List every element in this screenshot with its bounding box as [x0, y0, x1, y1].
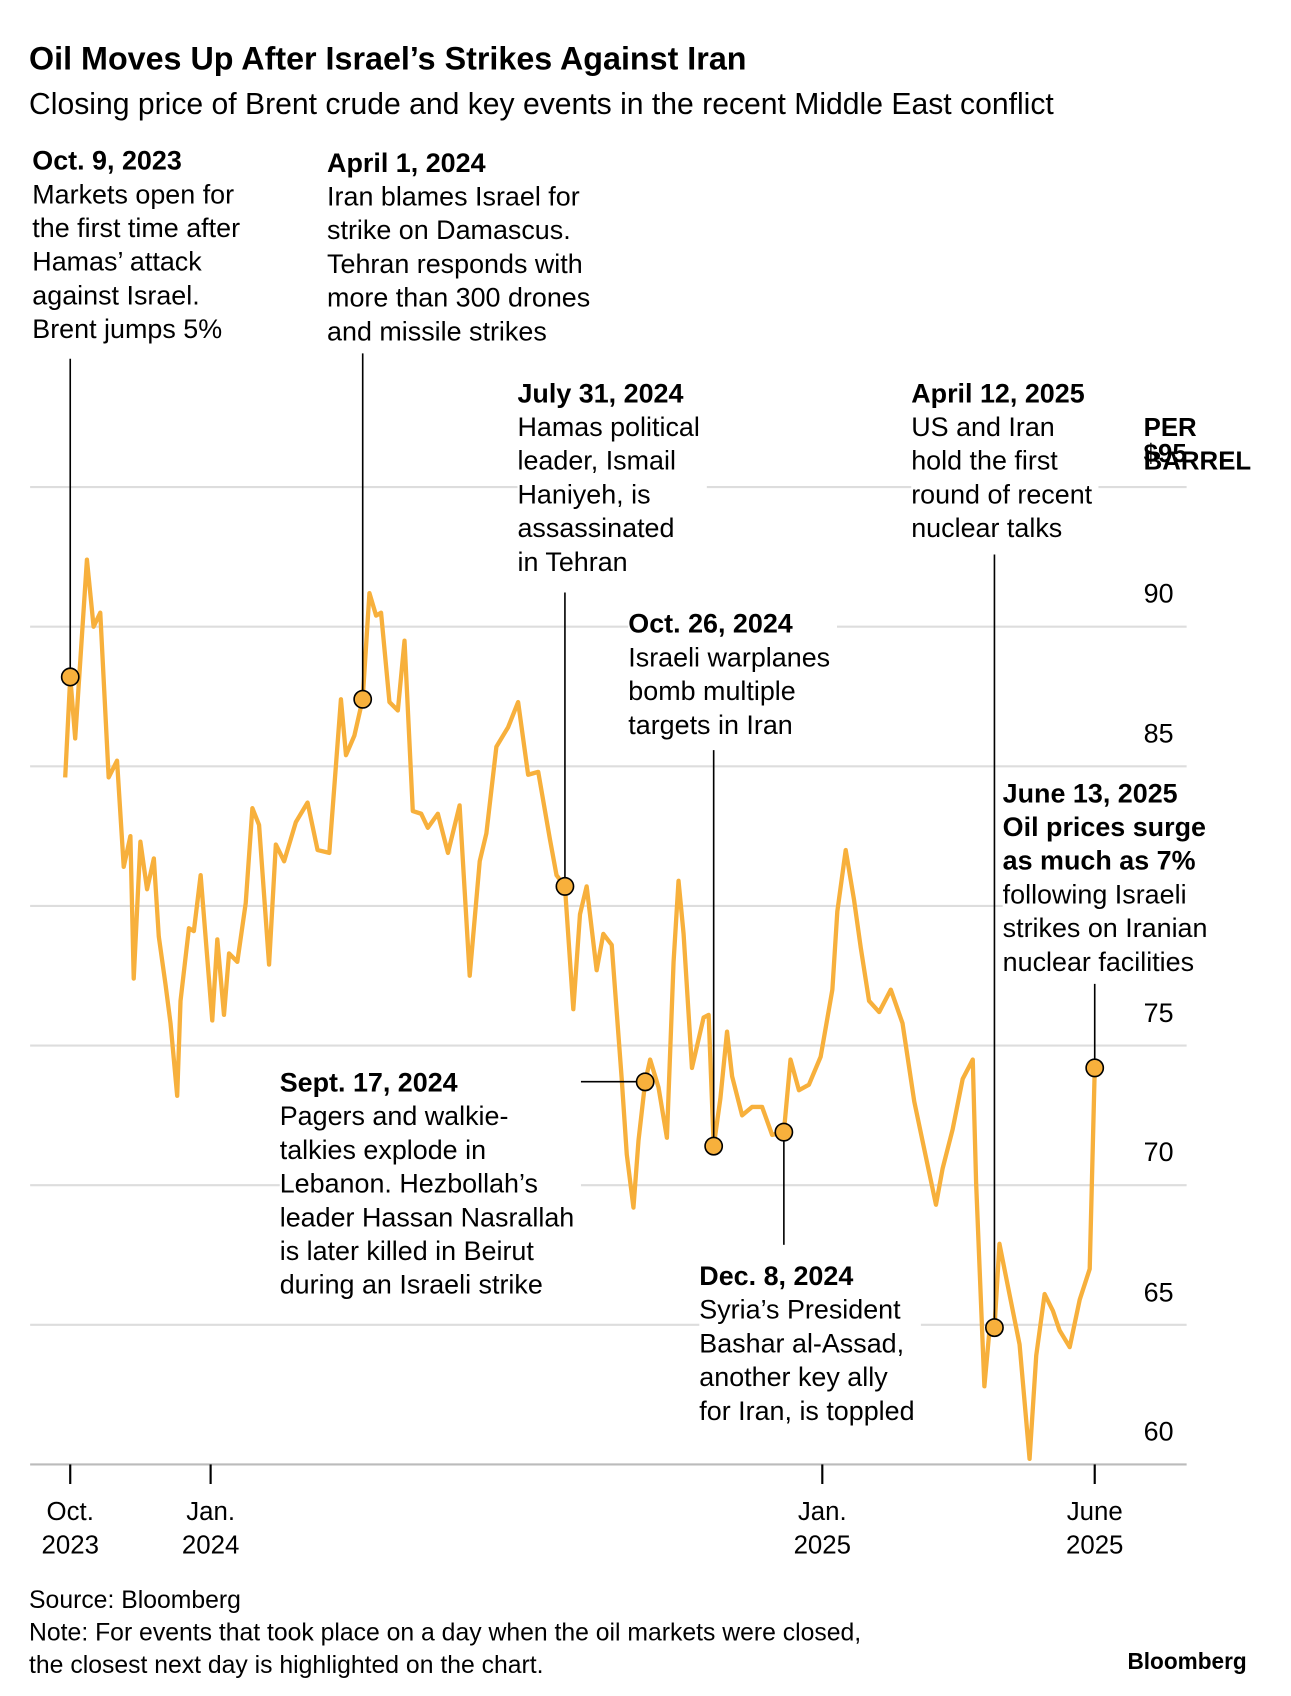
annotation-headline: Oil prices surge as much as 7%: [1002, 812, 1206, 877]
annotation-date: April 1, 2024: [327, 147, 486, 179]
note: Note: For events that took place on a da…: [29, 1617, 862, 1679]
event-dot: [353, 689, 373, 709]
x-tick-label: Jan. 2025: [793, 1497, 852, 1561]
event-dot: [985, 1318, 1004, 1338]
annotation-text: following Israeli strikes on Iranian nuc…: [1002, 879, 1208, 978]
y-unit: PER BARREL: [1143, 413, 1252, 477]
annotation-date: Dec. 8, 2024: [699, 1261, 854, 1292]
y-tick-label: 60: [1143, 1416, 1174, 1448]
event-dot: [1085, 1058, 1105, 1078]
annotation-text: US and Iran hold the first round of rece…: [911, 412, 1093, 544]
y-tick-label: 90: [1143, 578, 1174, 610]
chart-subtitle: Closing price of Brent crude and key eve…: [29, 86, 1054, 121]
x-tick-label: June 2025: [1065, 1497, 1124, 1561]
annotation-date: April 12, 2025: [911, 378, 1085, 409]
y-tick-label: $95: [1143, 439, 1187, 469]
annotation: Oct. 9, 2023 Markets open for the first t…: [32, 144, 247, 347]
chart-title: Oil Moves Up After Israel’s Strikes Agai…: [29, 41, 747, 78]
annotation-date: Oct. 9, 2023: [32, 145, 182, 177]
x-tick-label: Jan. 2024: [181, 1497, 240, 1561]
y-tick-label: 65: [1143, 1276, 1174, 1308]
event-dot: [704, 1136, 724, 1156]
event-dot: [60, 667, 80, 687]
source: Source: Bloomberg: [29, 1585, 241, 1614]
annotation-date: Sept. 17, 2024: [279, 1067, 458, 1099]
annotation: Sept. 17, 2024 Pagers and walkie- talkies…: [279, 1066, 581, 1303]
event-dot: [774, 1122, 794, 1142]
annotation-text: Syria’s President Bashar al-Assad, anoth…: [699, 1294, 915, 1427]
annotation-text: Israeli warplanes bomb multiple targets …: [628, 642, 831, 741]
annotation-date: June 13, 2025: [1002, 778, 1178, 809]
annotation-text: Hamas political leader, Ismail Haniyeh, …: [517, 412, 700, 578]
event-dot: [555, 876, 575, 896]
annotation: June 13, 2025 Oil prices surge as much as…: [1002, 777, 1214, 980]
x-tick-label: Oct. 2023: [41, 1497, 99, 1561]
annotation-text: Pagers and walkie- talkies explode in Le…: [279, 1101, 575, 1301]
annotation: April 1, 2024 Iran blames Israel for stri…: [327, 146, 597, 349]
y-tick-label: 70: [1143, 1137, 1174, 1168]
annotation-text: Iran blames Israel for strike on Damascu…: [327, 181, 591, 347]
annotation-date: July 31, 2024: [517, 378, 684, 409]
event-dot: [635, 1072, 655, 1092]
annotation-text: Markets open for the first time after Ha…: [32, 179, 241, 345]
brand: Bloomberg: [1127, 1649, 1247, 1675]
annotation: Oct. 26, 2024 Israeli warplanes bomb mult…: [628, 607, 837, 743]
annotation: July 31, 2024 Hamas political leader, Ism…: [517, 377, 707, 580]
price-line: [63, 557, 1097, 1462]
annotation: Dec. 8, 2024 Syria’s President Bashar al-…: [699, 1260, 922, 1429]
y-tick-label: 75: [1143, 997, 1174, 1029]
y-tick-label: 85: [1143, 718, 1174, 749]
annotation-date: Oct. 26, 2024: [628, 608, 793, 640]
annotation: April 12, 2025 US and Iran hold the first…: [911, 377, 1099, 546]
